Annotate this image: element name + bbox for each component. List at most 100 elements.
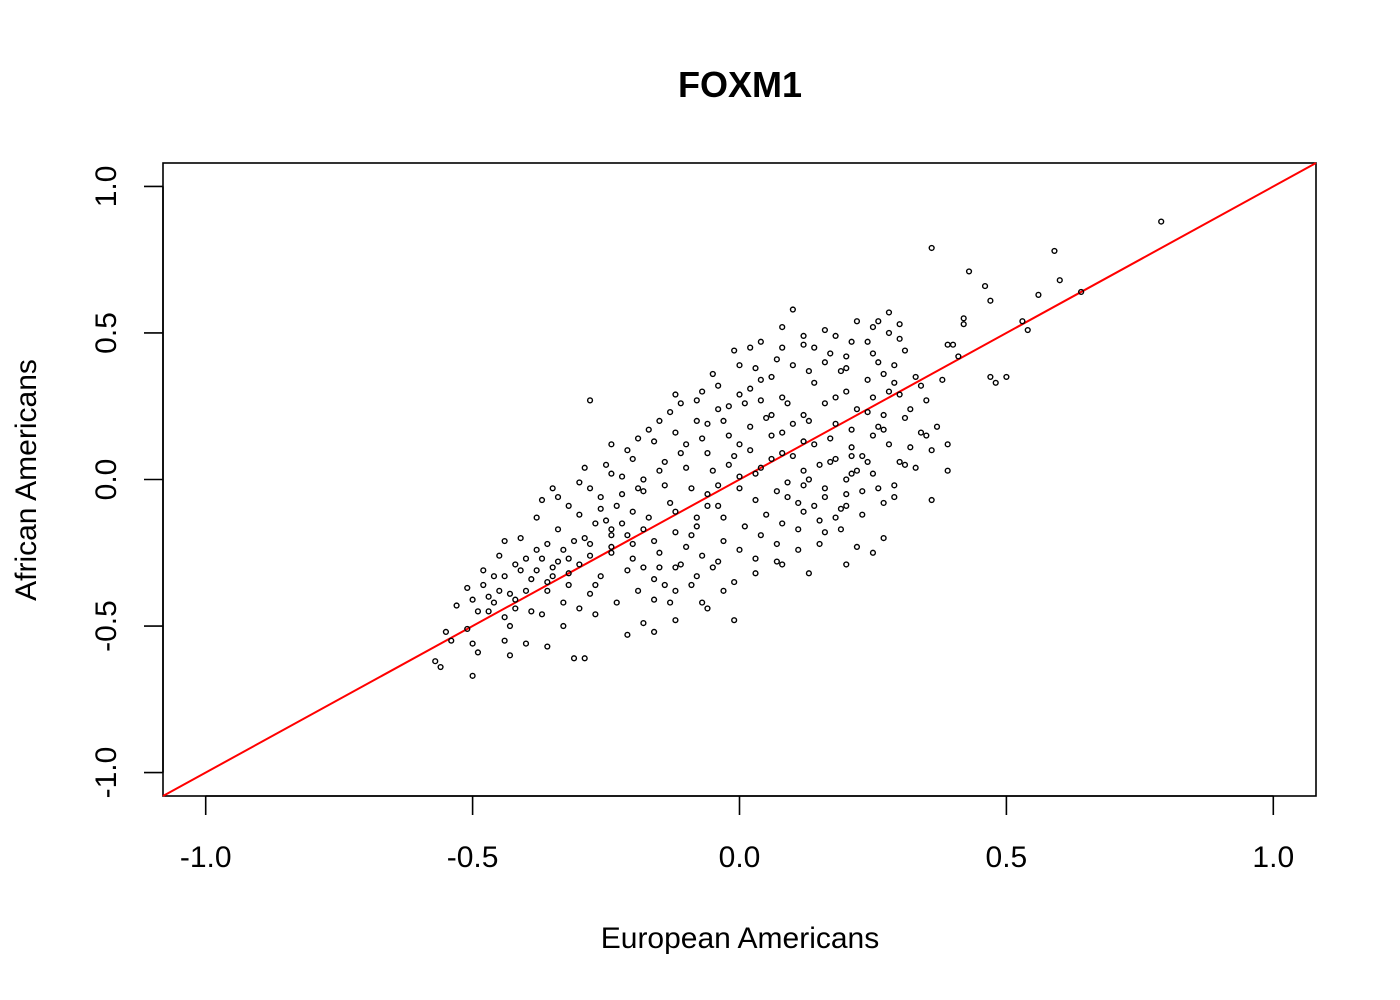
data-point	[1056, 277, 1063, 284]
data-point	[699, 388, 706, 395]
data-point	[565, 581, 572, 589]
data-point	[522, 640, 530, 647]
x-tick-label: 1.0	[1252, 841, 1294, 874]
data-point	[576, 479, 583, 486]
data-point	[683, 441, 690, 448]
data-point	[917, 382, 925, 389]
data-point	[506, 622, 514, 630]
data-point	[853, 406, 861, 413]
data-point	[875, 359, 882, 366]
data-point	[853, 318, 861, 325]
data-point	[672, 429, 679, 436]
data-point	[677, 400, 684, 407]
data-point	[448, 637, 455, 644]
data-point	[709, 467, 716, 474]
data-point	[848, 426, 855, 433]
data-point	[608, 532, 615, 539]
data-point	[640, 619, 647, 627]
data-point	[800, 508, 807, 515]
data-point	[501, 614, 508, 621]
data-point	[747, 447, 754, 454]
data-point	[602, 461, 610, 468]
data-point	[752, 555, 759, 562]
data-point	[437, 663, 444, 671]
data-point	[821, 326, 829, 334]
data-point	[1051, 247, 1058, 255]
data-point	[560, 599, 567, 606]
data-point	[650, 576, 658, 583]
data-point	[880, 499, 887, 507]
data-point	[800, 467, 807, 474]
data-point	[832, 394, 839, 401]
data-point	[763, 511, 770, 518]
data-point	[848, 452, 855, 460]
data-point	[640, 564, 647, 571]
data-point	[517, 535, 524, 542]
data-point	[715, 482, 722, 489]
data-point	[965, 268, 973, 275]
data-point	[709, 370, 716, 378]
data-point	[608, 441, 615, 448]
data-point	[618, 491, 626, 498]
data-point	[773, 488, 780, 495]
data-point	[506, 590, 514, 597]
data-point	[933, 423, 941, 430]
data-point	[736, 546, 743, 553]
data-point	[538, 611, 546, 618]
data-point	[773, 558, 780, 565]
data-point	[800, 332, 807, 340]
data-point	[725, 432, 732, 439]
data-point	[501, 637, 508, 644]
data-point	[667, 499, 674, 507]
data-point	[640, 488, 647, 495]
data-point	[816, 540, 823, 548]
data-point	[667, 408, 674, 416]
data-point	[853, 467, 861, 474]
data-point	[891, 493, 898, 501]
data-point	[656, 564, 663, 571]
data-point	[821, 529, 829, 536]
data-point	[554, 558, 562, 565]
data-point	[736, 473, 743, 480]
data-point	[661, 458, 668, 466]
data-point	[672, 508, 679, 515]
data-point	[1078, 288, 1085, 296]
data-point	[480, 567, 487, 574]
data-point	[731, 452, 738, 460]
data-point	[869, 432, 877, 439]
data-point	[634, 485, 642, 492]
x-axis-label: European Americans	[601, 922, 880, 955]
data-point	[944, 467, 951, 474]
data-point	[1003, 373, 1010, 381]
data-point	[464, 584, 471, 592]
data-point	[987, 297, 994, 304]
data-point	[640, 526, 647, 533]
data-point	[565, 570, 572, 577]
data-point	[736, 362, 743, 369]
data-point	[747, 423, 754, 430]
data-point	[805, 417, 812, 424]
data-point	[474, 649, 482, 656]
data-point	[741, 523, 748, 530]
data-point	[832, 514, 839, 521]
data-point	[693, 397, 700, 404]
data-point	[672, 617, 679, 624]
data-point	[811, 379, 818, 386]
x-tick-label: 0.0	[719, 841, 761, 874]
data-point	[805, 476, 812, 483]
data-point	[597, 573, 604, 580]
data-point	[757, 376, 764, 383]
data-point	[592, 520, 599, 527]
data-point	[720, 587, 727, 594]
data-point	[528, 608, 535, 615]
data-point	[683, 543, 690, 551]
data-point	[629, 555, 636, 562]
data-point	[699, 599, 706, 606]
data-point	[800, 341, 807, 348]
data-point	[533, 567, 540, 574]
y-tick-label: 1.0	[90, 166, 123, 208]
data-point	[944, 441, 951, 448]
data-point	[576, 511, 583, 518]
data-point	[683, 464, 690, 471]
